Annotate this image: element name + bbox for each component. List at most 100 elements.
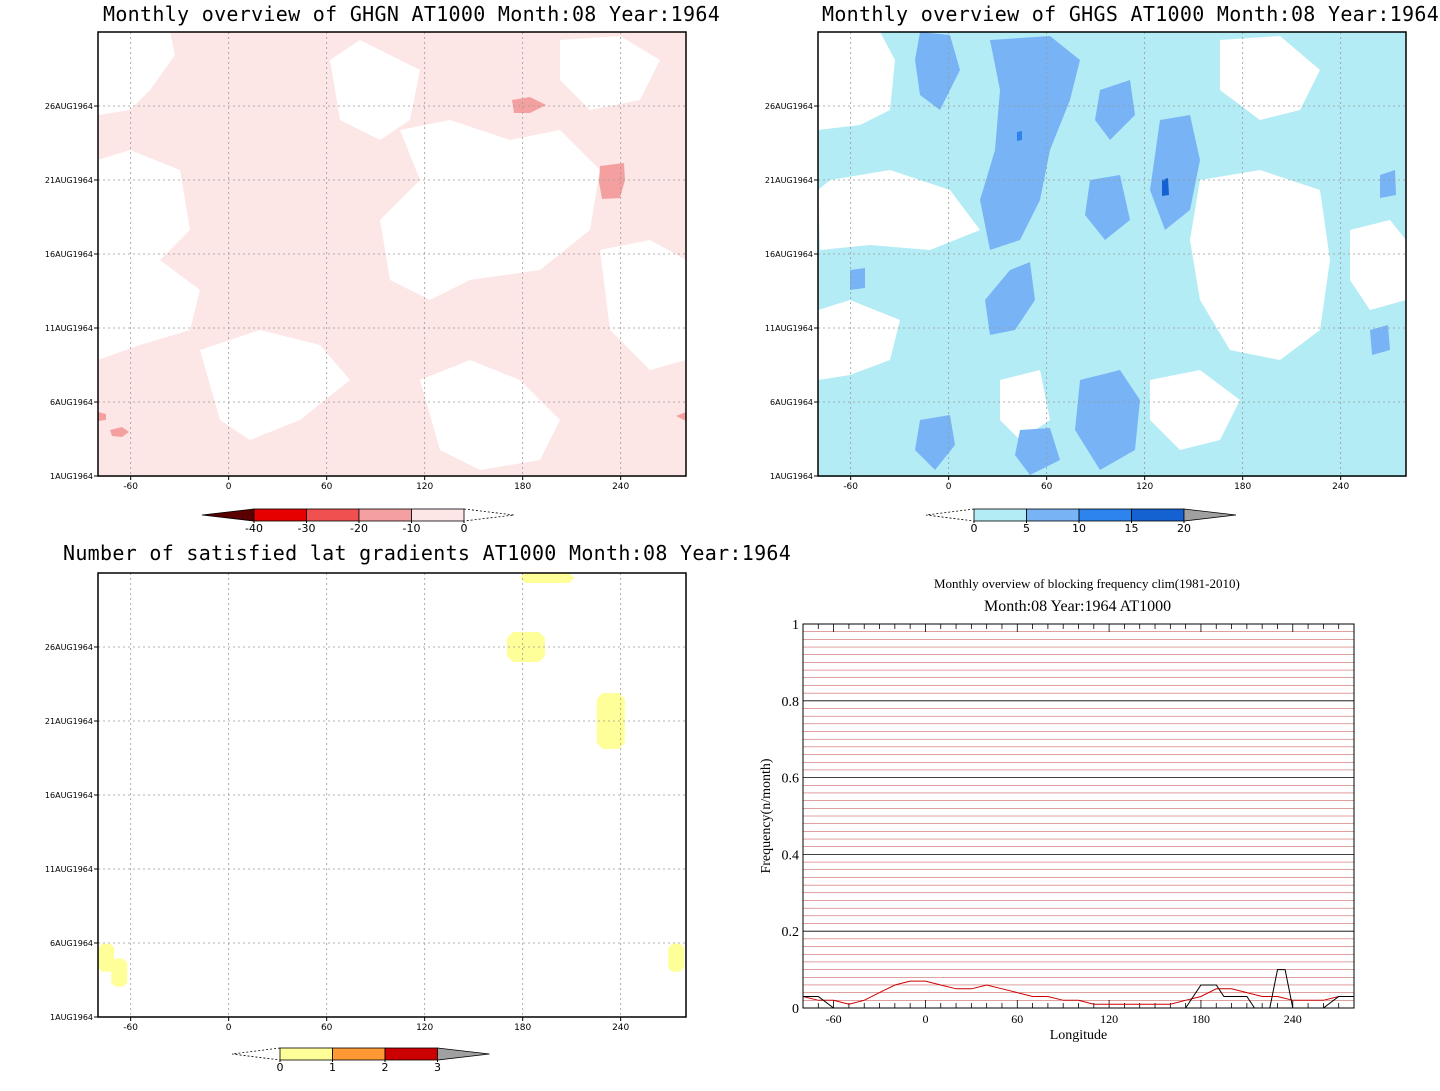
ghgs-colorbar-label: 5: [1023, 522, 1030, 535]
ghgn-ytick-label: 21AUG1964: [45, 176, 93, 185]
ghgs-colorbar-triangle: [925, 508, 975, 522]
ghgn-xtick-label: 240: [612, 482, 629, 492]
lat-title: Number of satisfied lat gradients AT1000…: [63, 541, 792, 565]
ghgn-spot: [98, 412, 106, 421]
ghgn-colorbar: -40 -30 -20 -10 0: [201, 508, 515, 535]
ghgn-colorbar-label: -10: [403, 522, 421, 535]
lat-colorbar-triangle: [437, 1047, 490, 1061]
ghgs-xtick-label: 180: [1234, 482, 1251, 492]
freq-xtick-label: 60: [1011, 1012, 1023, 1026]
lat-colorbar-triangle: [231, 1047, 281, 1061]
freq-xtick-label: 120: [1100, 1012, 1118, 1026]
freq-ylabel: Frequency(n/month): [759, 758, 774, 873]
ghgs-colorbar-label: 0: [971, 522, 978, 535]
ghgn-colorbar-box: [253, 508, 307, 522]
lat-blob: [668, 943, 685, 972]
ghgn-spot: [599, 163, 625, 199]
ghgn-spot: [676, 412, 686, 421]
lat-colorbar-label: 3: [434, 1061, 441, 1074]
ghgs-chart: -60 0 60 120 180 240 26AUG1964 21AUG1964 16AUG19…: [765, 31, 1407, 535]
ghgs-spot: [1162, 178, 1169, 196]
lat-ytick-label: 21AUG1964: [45, 717, 93, 726]
lat-xtick-label: 120: [416, 1023, 433, 1033]
lat-xtick-label: 0: [226, 1023, 232, 1033]
ghgn-plot-area: [98, 32, 686, 477]
lat-colorbar-label: 1: [329, 1061, 336, 1074]
ghgs-xtick-label: -60: [843, 482, 858, 492]
lat-blob: [596, 693, 625, 749]
ghgs-xtick-label: 0: [946, 482, 952, 492]
freq-ytick-label: 0.6: [782, 772, 800, 787]
ghgs-xtick-label: 120: [1136, 482, 1153, 492]
ghgn-title: Monthly overview of GHGN AT1000 Month:08…: [103, 2, 721, 26]
lat-colorbar-box: [384, 1047, 438, 1061]
ghgs-colorbar-label: 20: [1177, 522, 1191, 535]
ghgn-spot: [110, 427, 129, 437]
ghgs-ytick-label: 11AUG1964: [765, 324, 813, 333]
ghgs-colorbar-box: [1078, 508, 1132, 522]
ghgs-ytick-label: 6AUG1964: [770, 398, 813, 407]
ghgs-colorbar-box: [973, 508, 1027, 522]
lat-ytick-label: 26AUG1964: [45, 643, 93, 652]
lat-blob: [98, 943, 115, 972]
ghgn-xtick-label: 120: [416, 482, 433, 492]
lat-xtick-label: -60: [123, 1023, 138, 1033]
ghgn-xtick-label: 60: [321, 482, 333, 492]
lat-colorbar: 0 1 2 3: [231, 1047, 490, 1074]
ghgn-xtick-label: 0: [226, 482, 232, 492]
ghgs-ytick-label: 26AUG1964: [765, 102, 813, 111]
ghgs-colorbar: 0 5 10 15 20: [925, 508, 1237, 535]
freq-xlabel: Longitude: [1050, 1028, 1108, 1043]
ghgn-ytick-label: 16AUG1964: [45, 250, 93, 259]
lat-chart: -60 0 60 120 180 24026AUG196421AUG196416AUG19…: [45, 572, 687, 1074]
lat-xtick-label: 60: [321, 1023, 333, 1033]
lat-plot-area: [98, 573, 686, 1017]
ghgs-plot-area: [818, 32, 1406, 477]
freq-subtitle: Month:08 Year:1964 AT1000: [984, 598, 1172, 615]
freq-series-line-0: [802, 980, 1354, 1005]
ghgn-ytick-label: 26AUG1964: [45, 102, 93, 111]
freq-xtick-label: 240: [1284, 1012, 1302, 1026]
lat-blob: [506, 632, 545, 662]
freq-ytick-label: 0.4: [782, 848, 800, 863]
ghgs-spot: [1017, 131, 1022, 141]
ghgn-ytick-label: 1AUG1964: [50, 472, 93, 481]
ghgn-colorbar-triangle: [463, 508, 515, 522]
ghgs-xtick-label: 240: [1332, 482, 1349, 492]
ghgn-colorbar-box: [306, 508, 360, 522]
ghgn-ytick-label: 6AUG1964: [50, 398, 93, 407]
ghgn-colorbar-label: 0: [461, 522, 468, 535]
lat-blob: [519, 573, 576, 583]
ghgn-colorbar-label: -30: [298, 522, 316, 535]
ghgs-colorbar-label: 10: [1072, 522, 1086, 535]
ghgn-spot: [512, 97, 546, 113]
freq-ytick-label: 0: [792, 1002, 799, 1017]
lat-ytick-label: 16AUG1964: [45, 791, 93, 800]
freq-xtick-label: -60: [826, 1012, 842, 1026]
ghgs-colorbar-label: 15: [1125, 522, 1139, 535]
ghgn-chart: -60 0 60 120 180 240 26AUG1964 21AUG1964 16AUG19…: [45, 31, 687, 535]
ghgn-xtick-label: 180: [514, 482, 531, 492]
ghgs-colorbar-triangle: [1183, 508, 1237, 522]
lat-blob: [111, 958, 128, 987]
lat-colorbar-box: [279, 1047, 333, 1061]
ghgs-colorbar-box: [1026, 508, 1080, 522]
ghgs-colorbar-box: [1131, 508, 1185, 522]
lat-xtick-label: 180: [514, 1023, 531, 1033]
lat-colorbar-box: [332, 1047, 386, 1061]
ghgs-ytick-label: 1AUG1964: [770, 472, 813, 481]
lat-ytick-label: 6AUG1964: [50, 939, 93, 948]
freq-xtick-label: 0: [922, 1012, 928, 1026]
ghgn-colorbar-triangle: [201, 508, 255, 522]
ghgs-title: Monthly overview of GHGS AT1000 Month:08…: [822, 2, 1440, 26]
lat-colorbar-label: 2: [382, 1061, 389, 1074]
freq-ytick-label: 1: [792, 618, 799, 633]
ghgn-colorbar-label: -40: [245, 522, 263, 535]
freq-series-line-1: [803, 969, 1354, 1009]
ghgn-colorbar-box: [411, 508, 465, 522]
lat-ytick-label: 1AUG1964: [50, 1013, 93, 1022]
ghgs-ytick-label: 21AUG1964: [765, 176, 813, 185]
freq-ytick-label: 0.2: [782, 925, 800, 940]
ghgn-ytick-label: 11AUG1964: [45, 324, 93, 333]
freq-ytick-label: 0.8: [782, 695, 800, 710]
